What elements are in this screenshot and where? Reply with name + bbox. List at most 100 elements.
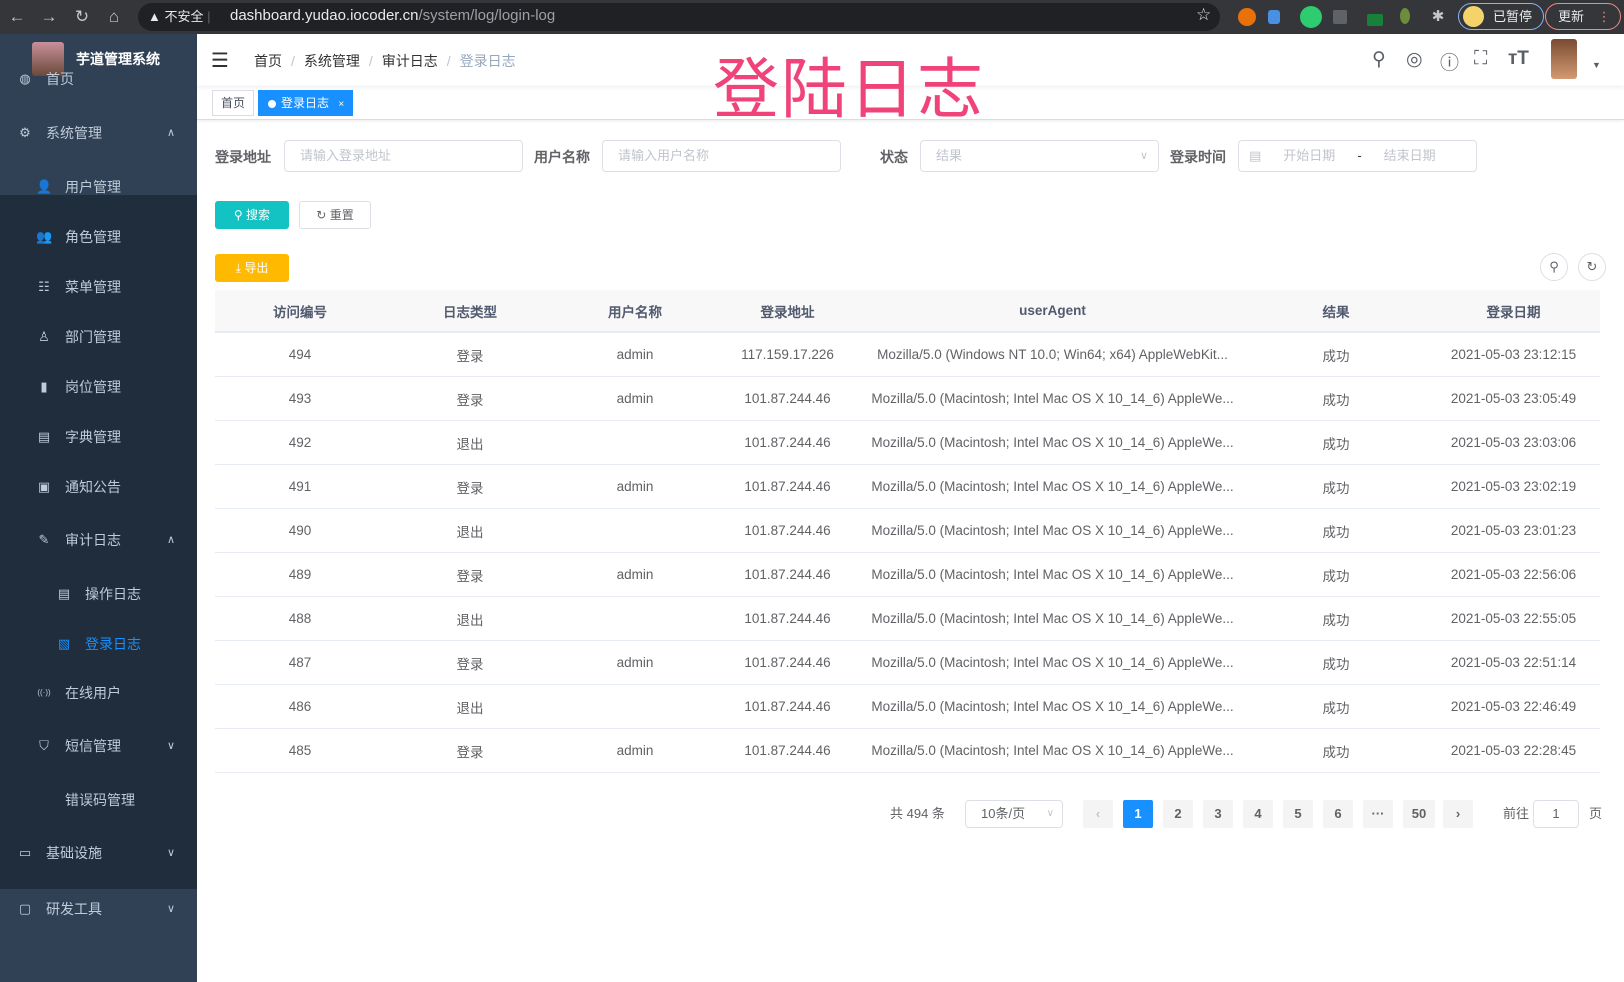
table-row[interactable]: 491 登录 admin 101.87.244.46 Mozilla/5.0 (Maci… [215, 465, 1600, 509]
page-button[interactable]: 50 [1403, 800, 1435, 828]
status-select[interactable]: 结果 ∨ [920, 140, 1159, 172]
table-row[interactable]: 488 退出 101.87.244.46 Mozilla/5.0 (Macintosh… [215, 597, 1600, 641]
table-cell: Mozilla/5.0 (Macintosh; Intel Mac OS X 1… [871, 743, 1234, 758]
goto-label: 前往 [1503, 806, 1530, 821]
table-cell: 491 [288, 479, 312, 494]
page-button[interactable]: 2 [1163, 800, 1193, 828]
sidebar-item-8[interactable]: ▣ 通知公告 [0, 462, 197, 512]
breadcrumb-home[interactable]: 首页 [254, 53, 282, 69]
sidebar-item-10[interactable]: ▤ 操作日志 [0, 569, 197, 619]
monitor-icon: ▭ [18, 845, 32, 860]
github-icon[interactable]: ◎ [1406, 49, 1423, 70]
column-header: 登录地址 [760, 304, 815, 320]
sidebar-item-0[interactable]: ◍ 首页 [0, 54, 197, 104]
sidebar-item-5[interactable]: ♙ 部门管理 [0, 312, 197, 362]
fullscreen-icon[interactable]: ⛶ [1474, 48, 1488, 69]
sidebar-item-3[interactable]: 👥 角色管理 [0, 212, 197, 262]
tag-login-log[interactable]: 登录日志 × [258, 90, 354, 116]
date-range-picker[interactable]: ▤ 开始日期 - 结束日期 [1238, 140, 1477, 172]
extension-icon[interactable] [1400, 8, 1410, 24]
chevron-down-icon: ∨ [1139, 150, 1148, 162]
reload-icon[interactable]: ↻ [74, 7, 90, 26]
page-button[interactable]: 1 [1123, 800, 1153, 828]
breadcrumb-system[interactable]: 系统管理 [303, 53, 360, 69]
sidebar-item-label: 基础设施 [46, 845, 102, 861]
table-cell: 退出 [456, 436, 484, 452]
prev-page-button[interactable]: ‹ [1083, 800, 1113, 828]
start-date-placeholder[interactable]: 开始日期 [1283, 148, 1336, 163]
update-button[interactable]: 更新 ⋮ [1545, 3, 1621, 30]
help-icon[interactable]: ⓘ [1440, 53, 1460, 74]
tag-home[interactable]: 首页 [212, 90, 255, 116]
chevron-up-icon[interactable]: ∧ [166, 127, 175, 139]
page-size-select[interactable]: 10条/页 ∨ [965, 800, 1063, 828]
sidebar-item-15[interactable]: ▭ 基础设施 ∨ [0, 828, 197, 878]
forward-icon[interactable]: → [40, 7, 58, 26]
page-button[interactable]: 5 [1283, 800, 1313, 828]
bookmark-star-icon[interactable]: ☆ [1196, 5, 1212, 24]
page-button[interactable]: ··· [1363, 800, 1393, 828]
page-button[interactable]: 4 [1243, 800, 1273, 828]
sidebar-item-6[interactable]: ▮ 岗位管理 [0, 362, 197, 412]
sidebar-item-label: 登录日志 [85, 636, 141, 652]
sidebar-item-16[interactable]: ▢ 研发工具 ∨ [0, 884, 197, 934]
table-row[interactable]: 485 登录 admin 101.87.244.46 Mozilla/5.0 (Maci… [215, 729, 1600, 773]
sidebar-item-1[interactable]: ⚙ 系统管理 ∧ [0, 108, 197, 158]
table-row[interactable]: 494 登录 admin 117.159.17.226 Mozilla/5.0 (Win… [215, 333, 1600, 377]
sidebar-item-12[interactable]: ((·)) 在线用户 [0, 668, 197, 718]
refresh-button[interactable]: ↻ [1578, 253, 1606, 281]
table-cell: Mozilla/5.0 (Macintosh; Intel Mac OS X 1… [871, 435, 1234, 450]
security-warning[interactable]: ▲ 不安全 | [148, 9, 211, 24]
chevron-up-icon[interactable]: ∧ [166, 534, 175, 546]
tags-view: 首页 登录日志 × [197, 86, 1624, 120]
ip-input[interactable]: 请输入登录地址 [284, 140, 523, 172]
goto-page-input[interactable]: 1 [1533, 800, 1579, 828]
caret-down-icon[interactable]: ▼ [1592, 60, 1601, 70]
chevron-down-icon[interactable]: ∨ [166, 903, 175, 915]
sidebar-item-7[interactable]: ▤ 字典管理 [0, 412, 197, 462]
close-icon[interactable]: × [338, 99, 345, 110]
profile-paused-button[interactable]: 已暂停 [1458, 3, 1544, 30]
extension-icon[interactable] [1367, 14, 1383, 26]
sidebar-item-11[interactable]: ▧ 登录日志 [0, 619, 197, 669]
avatar[interactable] [1551, 39, 1577, 79]
reset-button[interactable]: ↻ 重置 [299, 201, 371, 229]
page-button[interactable]: 3 [1203, 800, 1233, 828]
url-text[interactable]: dashboard.yudao.iocoder.cn/system/log/lo… [230, 7, 555, 24]
page-button[interactable]: 6 [1323, 800, 1353, 828]
chevron-down-icon[interactable]: ∨ [166, 847, 175, 859]
username-input[interactable]: 请输入用户名称 [602, 140, 841, 172]
sidebar-item-9[interactable]: ✎ 审计日志 ∧ [0, 515, 197, 565]
back-icon[interactable]: ← [8, 7, 26, 26]
extension-icon[interactable] [1238, 8, 1256, 26]
sidebar-item-label: 审计日志 [65, 532, 121, 548]
export-button[interactable]: ⤓ 导出 [215, 254, 289, 282]
table-row[interactable]: 490 退出 101.87.244.46 Mozilla/5.0 (Macintosh… [215, 509, 1600, 553]
extension-icon[interactable] [1268, 10, 1280, 24]
chevron-down-icon[interactable]: ∨ [166, 740, 175, 752]
home-icon[interactable]: ⌂ [108, 7, 120, 26]
table-row[interactable]: 493 登录 admin 101.87.244.46 Mozilla/5.0 (Maci… [215, 377, 1600, 421]
end-date-placeholder[interactable]: 结束日期 [1383, 148, 1436, 163]
toggle-search-button[interactable]: ⚲ [1540, 253, 1568, 281]
table-row[interactable]: 486 退出 101.87.244.46 Mozilla/5.0 (Macintosh… [215, 685, 1600, 729]
table-cell: 101.87.244.46 [744, 479, 831, 494]
sidebar-item-13[interactable]: ⛉ 短信管理 ∨ [0, 721, 197, 771]
table-row[interactable]: 492 退出 101.87.244.46 Mozilla/5.0 (Macintosh… [215, 421, 1600, 465]
breadcrumb-audit[interactable]: 审计日志 [381, 53, 438, 69]
size-icon[interactable]: ᴛT [1508, 48, 1529, 69]
sidebar-item-2[interactable]: 👤 用户管理 [0, 162, 197, 212]
hamburger-icon[interactable]: ☰ [211, 50, 229, 72]
extensions-puzzle-icon[interactable]: ✱ [1431, 8, 1445, 25]
search-button[interactable]: ⚲ 搜索 [215, 201, 289, 229]
address-bar[interactable] [138, 3, 1220, 31]
extension-icon[interactable] [1333, 10, 1347, 24]
download-icon: ⤓ [235, 261, 245, 275]
extension-icon[interactable] [1300, 6, 1322, 28]
table-row[interactable]: 487 登录 admin 101.87.244.46 Mozilla/5.0 (Maci… [215, 641, 1600, 685]
next-page-button[interactable]: › [1443, 800, 1473, 828]
table-row[interactable]: 489 登录 admin 101.87.244.46 Mozilla/5.0 (Maci… [215, 553, 1600, 597]
search-icon[interactable]: ⚲ [1372, 49, 1386, 70]
sidebar-item-14[interactable]: 错误码管理 [0, 775, 197, 825]
sidebar-item-4[interactable]: ☷ 菜单管理 [0, 262, 197, 312]
